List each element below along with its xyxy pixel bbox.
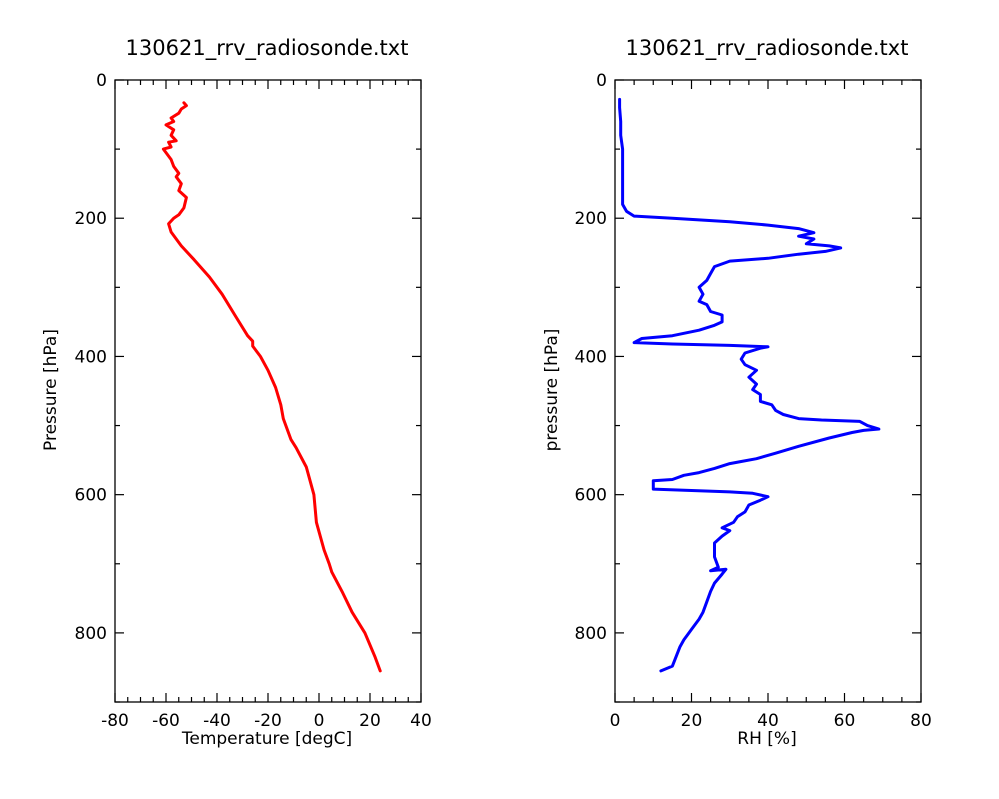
x-tick-label: -60	[152, 711, 180, 731]
x-tick-label: 20	[681, 711, 703, 731]
x-axis-label: Temperature [degC]	[181, 729, 352, 749]
temperature-panel: 130621_rrv_radiosonde.txt Temperature [d…	[41, 36, 432, 749]
plot-frame	[614, 79, 922, 703]
y-tick-label: 400	[75, 347, 107, 367]
x-tick-label: -80	[101, 711, 129, 731]
x-axis-label: RH [%]	[737, 729, 796, 749]
plot-frame	[114, 79, 422, 703]
x-tick-label: -40	[203, 711, 231, 731]
y-tick-label: 0	[96, 71, 107, 91]
y-tick-label: 600	[75, 486, 107, 506]
y-axis-label: pressure [hPa]	[542, 329, 562, 452]
y-axis-label: Pressure [hPa]	[41, 329, 61, 451]
y-tick-label: 0	[596, 71, 607, 91]
y-tick-label: 800	[575, 624, 607, 644]
relative-humidity-panel: 130621_rrv_radiosonde.txt RH [%] pressur…	[542, 36, 932, 749]
x-tick-label: -20	[254, 711, 282, 731]
x-tick-label: 40	[757, 711, 779, 731]
x-tick-label: 60	[834, 711, 856, 731]
series-line	[161, 101, 382, 673]
chart-title: 130621_rrv_radiosonde.txt	[126, 36, 409, 61]
chart-title: 130621_rrv_radiosonde.txt	[626, 36, 909, 61]
x-tick-label: 40	[410, 711, 432, 731]
x-tick-label: 80	[910, 711, 932, 731]
series-line	[618, 97, 881, 673]
y-tick-label: 200	[575, 209, 607, 229]
y-tick-label: 400	[575, 347, 607, 367]
x-tick-label: 20	[359, 711, 381, 731]
y-tick-label: 800	[75, 624, 107, 644]
y-tick-label: 200	[75, 209, 107, 229]
x-tick-label: 0	[314, 711, 325, 731]
y-tick-label: 600	[575, 486, 607, 506]
x-tick-label: 0	[610, 711, 621, 731]
